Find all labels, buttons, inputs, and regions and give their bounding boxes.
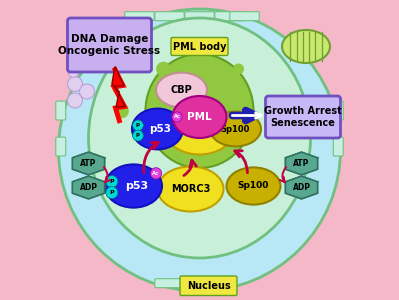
Text: CBP: CBP	[171, 85, 192, 95]
Circle shape	[150, 168, 162, 179]
Circle shape	[68, 67, 79, 77]
Ellipse shape	[172, 96, 227, 138]
FancyBboxPatch shape	[125, 12, 154, 21]
Ellipse shape	[105, 164, 162, 208]
Ellipse shape	[210, 112, 261, 146]
Circle shape	[132, 120, 143, 131]
FancyBboxPatch shape	[67, 18, 152, 72]
FancyBboxPatch shape	[155, 279, 184, 288]
Text: ATP: ATP	[293, 159, 310, 168]
FancyBboxPatch shape	[43, 0, 356, 300]
Ellipse shape	[146, 54, 253, 168]
Circle shape	[67, 93, 83, 108]
Ellipse shape	[158, 167, 223, 212]
Circle shape	[106, 187, 118, 199]
Ellipse shape	[166, 110, 233, 154]
Polygon shape	[112, 67, 125, 107]
Text: PML body: PML body	[173, 41, 226, 52]
Text: P: P	[136, 123, 140, 128]
Text: Ac: Ac	[152, 171, 160, 176]
Ellipse shape	[132, 109, 183, 149]
FancyBboxPatch shape	[171, 38, 228, 56]
Text: P: P	[110, 179, 114, 184]
FancyBboxPatch shape	[265, 96, 340, 138]
FancyBboxPatch shape	[56, 137, 66, 156]
Circle shape	[115, 104, 128, 118]
Text: PML: PML	[187, 112, 212, 122]
FancyBboxPatch shape	[56, 101, 66, 120]
Circle shape	[106, 176, 118, 188]
Text: Sp100: Sp100	[238, 182, 269, 190]
Ellipse shape	[156, 73, 207, 107]
Text: Ac: Ac	[174, 115, 180, 119]
Text: ADP: ADP	[292, 183, 310, 192]
Text: MORC3: MORC3	[171, 184, 210, 194]
Circle shape	[157, 62, 170, 76]
Text: DNA Damage
Oncogenic Stress: DNA Damage Oncogenic Stress	[58, 34, 160, 56]
Text: ADP: ADP	[79, 183, 97, 192]
Text: ATP: ATP	[80, 159, 97, 168]
FancyBboxPatch shape	[200, 279, 229, 288]
Text: Growth Arrest
Senescence: Growth Arrest Senescence	[264, 106, 342, 128]
FancyBboxPatch shape	[180, 276, 237, 296]
FancyBboxPatch shape	[333, 101, 343, 120]
Circle shape	[132, 130, 143, 141]
Ellipse shape	[59, 9, 340, 291]
Polygon shape	[72, 152, 105, 175]
Text: p53: p53	[125, 181, 148, 191]
Circle shape	[67, 76, 83, 92]
Ellipse shape	[89, 18, 310, 258]
Polygon shape	[285, 176, 318, 199]
Polygon shape	[285, 152, 318, 175]
Ellipse shape	[227, 167, 280, 205]
FancyBboxPatch shape	[230, 12, 259, 21]
Polygon shape	[72, 176, 105, 199]
FancyBboxPatch shape	[215, 12, 244, 21]
Circle shape	[172, 112, 182, 122]
FancyBboxPatch shape	[185, 12, 214, 21]
Circle shape	[79, 84, 95, 99]
Ellipse shape	[282, 30, 330, 63]
Text: MORC3: MORC3	[180, 127, 219, 137]
Circle shape	[234, 64, 243, 74]
Text: P: P	[110, 190, 114, 195]
Text: Nucleus: Nucleus	[187, 281, 230, 291]
Text: p53: p53	[150, 124, 172, 134]
FancyBboxPatch shape	[333, 137, 343, 156]
FancyBboxPatch shape	[155, 12, 184, 21]
Text: P: P	[136, 133, 140, 138]
Text: Sp100: Sp100	[221, 124, 250, 134]
